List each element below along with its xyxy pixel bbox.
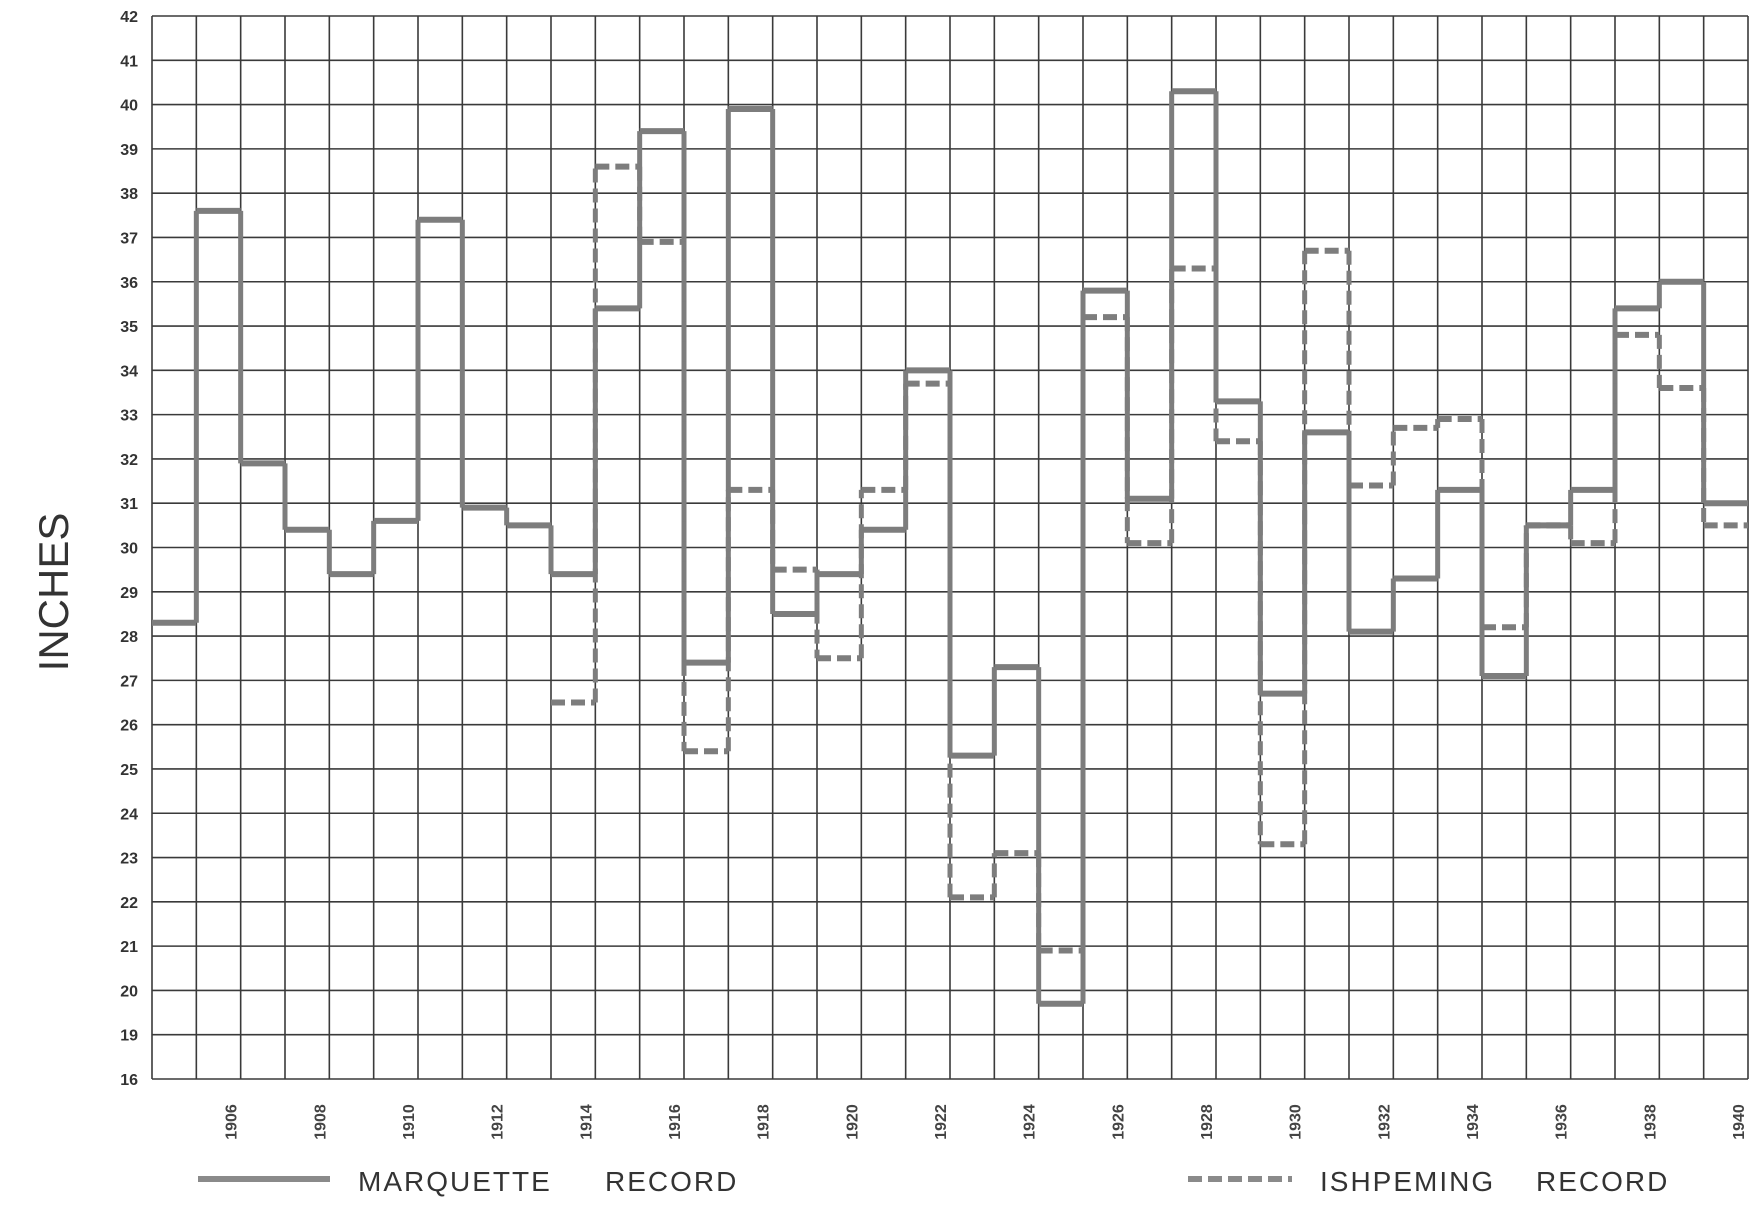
legend-label-ishpeming-record: RECORD (1536, 1166, 1669, 1197)
y-axis-ticks: 42 41 40 39 38 37 36 35 34 33 32 31 30 29 28 27 26 25 24 23… (120, 9, 138, 1089)
y-tick-label: 30 (120, 541, 138, 558)
x-tick-label: 1936 (1554, 1104, 1571, 1140)
x-tick-label: 1910 (401, 1104, 418, 1140)
y-tick-label: 20 (120, 983, 138, 1000)
x-tick-label: 1918 (756, 1104, 773, 1140)
x-tick-label: 1932 (1376, 1104, 1393, 1140)
x-tick-label: 1912 (490, 1104, 507, 1140)
y-tick-label: 24 (120, 806, 138, 823)
legend-label-ishpeming: ISHPEMING (1320, 1166, 1495, 1197)
y-tick-label: 32 (120, 452, 138, 469)
y-tick-label: 26 (120, 718, 138, 735)
x-tick-label: 1906 (224, 1104, 241, 1140)
x-tick-label: 1930 (1288, 1104, 1305, 1140)
x-tick-label: 1914 (578, 1104, 595, 1140)
y-tick-label: 29 (120, 585, 138, 602)
y-tick-label: 41 (120, 53, 138, 70)
y-tick-label: 33 (120, 408, 138, 425)
legend: MARQUETTE RECORD ISHPEMING RECORD (198, 1166, 1669, 1197)
y-tick-label: 19 (120, 1028, 138, 1045)
x-tick-label: 1920 (844, 1104, 861, 1140)
y-axis-label: INCHES (30, 513, 77, 672)
y-tick-label: 35 (120, 319, 138, 336)
x-tick-label: 1934 (1465, 1104, 1482, 1140)
y-tick-label: 34 (120, 363, 138, 380)
x-tick-label: 1916 (667, 1104, 684, 1140)
y-tick-label: 23 (120, 851, 138, 868)
x-tick-label: 1940 (1731, 1104, 1748, 1140)
y-tick-label: 16 (120, 1072, 138, 1089)
x-tick-label: 1908 (312, 1104, 329, 1140)
x-tick-label: 1926 (1110, 1104, 1127, 1140)
legend-label-marquette-record: RECORD (605, 1166, 738, 1197)
y-tick-label: 40 (120, 98, 138, 115)
x-tick-label: 1928 (1199, 1104, 1216, 1140)
x-tick-label: 1938 (1642, 1104, 1659, 1140)
y-tick-label: 38 (120, 186, 138, 203)
y-tick-label: 42 (120, 9, 138, 26)
y-tick-label: 31 (120, 496, 138, 513)
y-tick-label: 22 (120, 895, 138, 912)
x-tick-label: 1924 (1022, 1104, 1039, 1140)
series (152, 88, 1748, 1007)
y-tick-label: 37 (120, 230, 138, 247)
y-tick-label: 25 (120, 762, 138, 779)
y-tick-label: 21 (120, 939, 138, 956)
series-1 (551, 163, 1748, 954)
legend-label-marquette: MARQUETTE (358, 1166, 552, 1197)
y-tick-label: 39 (120, 142, 138, 159)
y-tick-label: 27 (120, 673, 138, 690)
y-tick-label: 36 (120, 275, 138, 292)
x-tick-label: 1922 (933, 1104, 950, 1140)
y-tick-label: 28 (120, 629, 138, 646)
x-axis-ticks: 1906 1908 1910 1912 1914 1916 1918 1920 1922 1924… (224, 1104, 1748, 1140)
